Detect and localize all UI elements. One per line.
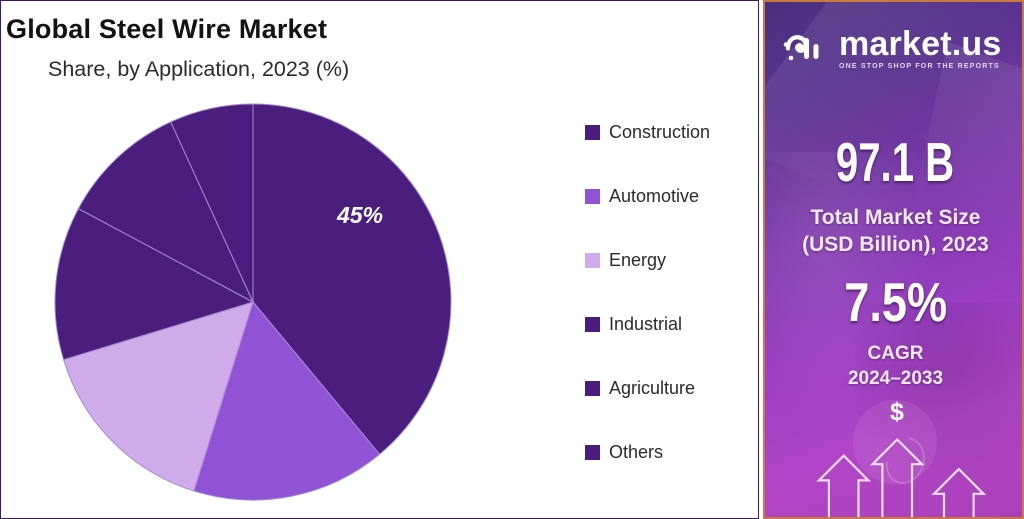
svg-text:$: $ [890, 398, 904, 426]
svg-text:45%: 45% [336, 202, 383, 228]
